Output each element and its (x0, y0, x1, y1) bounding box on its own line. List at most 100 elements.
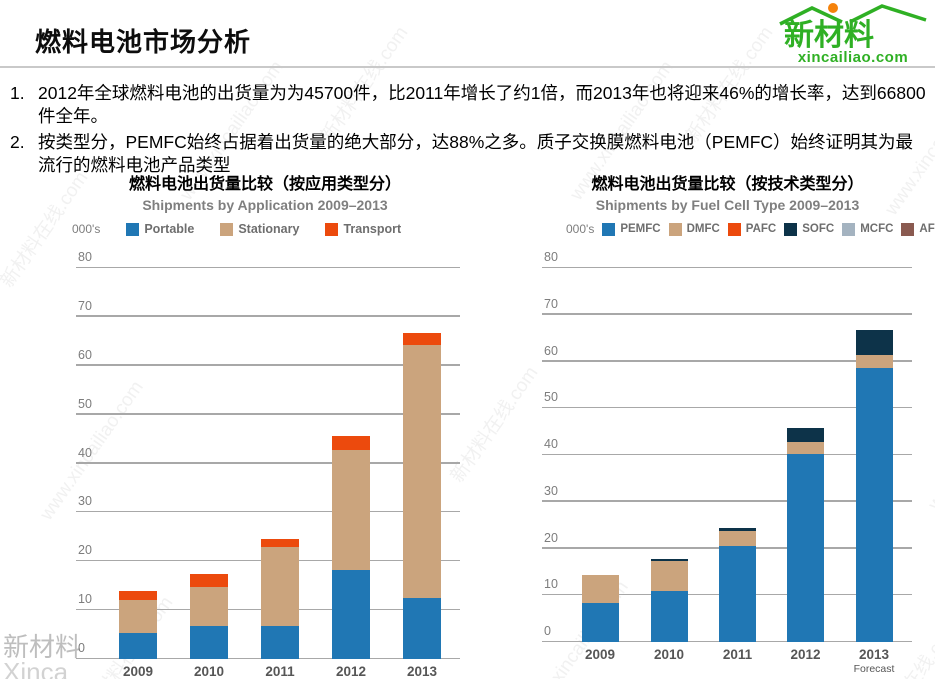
bar-segment-2013-dmfc (855, 355, 893, 368)
units-label: 000's (566, 222, 595, 236)
legend-swatch (126, 222, 140, 236)
gridline (542, 360, 912, 362)
chart-legend: 000's Portable Stationary Transport (60, 222, 470, 236)
x-axis-label: 2013 (406, 664, 438, 679)
plot-area: 0102030405060708020092010201120122013For… (76, 250, 460, 679)
y-axis-tick-label: 20 (544, 530, 558, 545)
gridline (76, 364, 460, 366)
bullet-number: 2. (10, 132, 25, 152)
page-title: 燃料电池市场分析 (35, 27, 252, 57)
legend-label: Stationary (238, 222, 300, 236)
legend-label: Transport (343, 222, 402, 236)
legend-swatch (668, 222, 682, 236)
y-axis-tick-label: 40 (78, 445, 92, 460)
watermark-corner-text2: Xinca (3, 657, 69, 679)
y-axis-tick-label: 60 (78, 347, 92, 362)
bar-segment-2009-dmfc (581, 575, 619, 604)
legend-item: PAFC (727, 222, 777, 236)
bar-segment-2010-portable (190, 625, 228, 659)
gridline (76, 510, 460, 513)
bar-segment-2011-sofc (719, 527, 756, 531)
bar-segment-2010-transport (190, 574, 228, 588)
bar-segment-2011-transport (261, 538, 299, 547)
forecast-label: Forecast (853, 663, 895, 675)
y-axis-tick-label: 10 (78, 592, 92, 607)
gridline (542, 500, 912, 502)
x-axis-label: 2012 (790, 647, 821, 662)
chart-subtitle: Shipments by Application 2009–2013 (142, 197, 388, 213)
x-axis-label: 2011 (722, 647, 753, 662)
bar-segment-2012-portable (332, 569, 370, 659)
bar-segment-2013-pemfc (855, 367, 893, 642)
x-axis-label: 2012 (335, 664, 367, 679)
application-chart: 燃料电池出货量比较（按应用类型分） Shipments by Applicati… (60, 170, 470, 679)
legend-swatch (325, 222, 339, 236)
legend-swatch (784, 222, 798, 236)
legend-label: SOFC (802, 223, 835, 235)
bar-segment-2013-portable (403, 597, 441, 659)
bar-segment-2009-transport (119, 591, 157, 601)
bar-segment-2012-stationary (332, 449, 370, 570)
bar-segment-2010-sofc (650, 558, 688, 561)
x-axis-label: 2010 (653, 647, 685, 662)
bullet-text: 2012年全球燃料电池的出货量为为45700件，比2011年增长了约1倍，而20… (38, 83, 926, 126)
y-axis-tick-label: 20 (78, 543, 92, 558)
x-axis-label: 2010 (193, 664, 225, 679)
logo-sun-icon (828, 3, 838, 13)
y-axis-tick-label: 70 (78, 298, 92, 313)
legend-item: DMFC (668, 222, 720, 236)
chart-title: 燃料电池出货量比较（按应用类型分） (128, 176, 401, 193)
y-axis-tick-label: 80 (78, 250, 92, 264)
legend-swatch (901, 222, 915, 236)
chart-legend: 000's PEMFC DMFC PAFC SOFC MCFC AFC (520, 222, 935, 236)
bar-segment-2009-portable (119, 633, 157, 659)
bar-segment-2009-stationary (119, 600, 157, 634)
y-axis-tick-label: 60 (544, 343, 558, 358)
logo-roof-left-icon (779, 6, 843, 26)
legend-label: AFC (919, 223, 935, 235)
bar-segment-2011-dmfc (719, 530, 756, 547)
legend-swatch (602, 222, 616, 236)
header-divider (0, 66, 935, 68)
gridline (76, 266, 460, 268)
x-axis-label: 2009 (584, 647, 616, 662)
watermark-corner-text: 新材料 (3, 632, 82, 662)
legend-item: PEMFC (602, 222, 661, 236)
gridline (542, 313, 912, 315)
gridline (76, 315, 460, 317)
chart-subtitle: Shipments by Fuel Cell Type 2009–2013 (595, 197, 860, 213)
legend-item: Stationary (220, 222, 299, 236)
legend-swatch (727, 222, 741, 236)
legend-items: PEMFC DMFC PAFC SOFC MCFC AFC (602, 222, 935, 236)
y-axis-tick-label: 40 (544, 437, 558, 451)
y-axis-tick-label: 0 (544, 624, 551, 638)
units-label: 000's (72, 222, 101, 236)
logo-house-icon: 新材料 (779, 3, 927, 52)
legend-label: PAFC (745, 223, 777, 235)
bar-segment-2010-dmfc (650, 560, 688, 592)
y-axis-tick-label: 30 (78, 494, 92, 509)
y-axis-tick-label: 30 (544, 483, 558, 498)
y-axis-tick-label: 80 (544, 250, 558, 264)
gridline (76, 462, 460, 464)
bar-segment-2013-transport (403, 332, 441, 345)
bullet-list: 1. 2012年全球燃料电池的出货量为为45700件，比2011年增长了约1倍，… (8, 82, 930, 180)
list-item: 1. 2012年全球燃料电池的出货量为为45700件，比2011年增长了约1倍，… (8, 82, 930, 128)
legend-item: SOFC (784, 222, 835, 236)
legend-swatch (842, 222, 856, 236)
legend-item: Portable (126, 222, 194, 236)
fuel-cell-type-chart: 燃料电池出货量比较（按技术类型分） Shipments by Fuel Cell… (520, 170, 935, 679)
bar-segment-2013-sofc (855, 329, 893, 356)
gridline (542, 266, 912, 268)
brand-logo: 新材料 xincailiao.com (777, 2, 929, 66)
legend-items: Portable Stationary Transport (126, 222, 401, 236)
bar-segment-2012-transport (332, 435, 370, 450)
x-axis-label: 2013 (858, 647, 890, 662)
bar-segment-2010-pemfc (650, 591, 688, 642)
y-axis-tick-label: 70 (544, 296, 558, 311)
bar-segment-2009-pemfc (581, 603, 619, 642)
bar-segment-2010-stationary (190, 587, 228, 626)
gridline (542, 406, 912, 409)
x-axis-label: 2011 (265, 664, 295, 679)
